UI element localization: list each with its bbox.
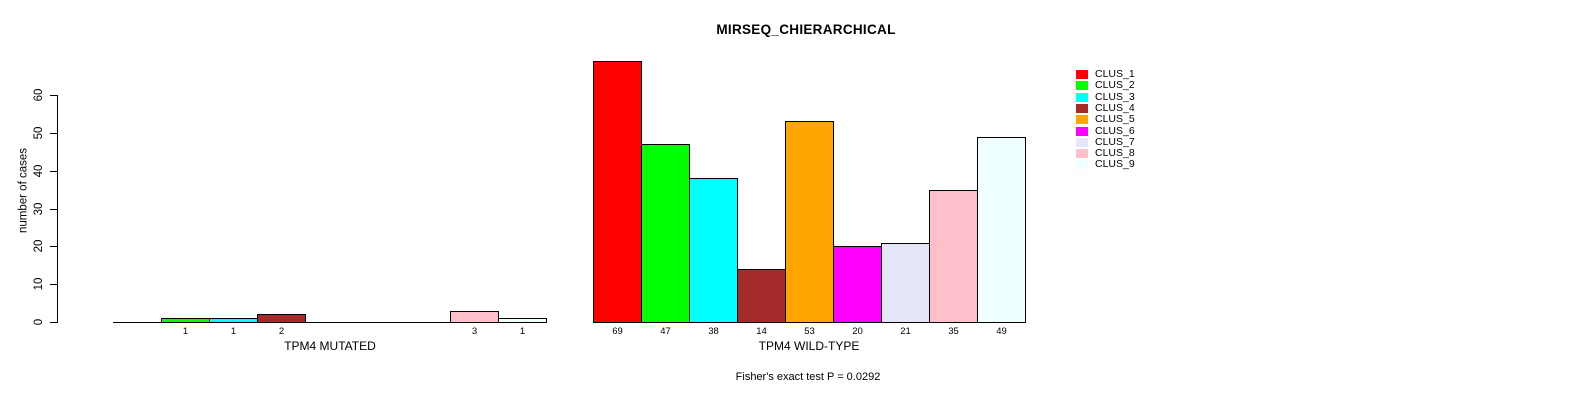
bar-clus_7-wildtype [881, 243, 930, 323]
bar-clus_4-wildtype [737, 269, 786, 323]
y-tick-label-0: 0 [33, 318, 45, 326]
legend-label: CLUS_8 [1095, 147, 1135, 159]
legend-label: CLUS_7 [1095, 136, 1135, 148]
y-axis-title: number of cases [17, 148, 30, 234]
bar-value-label: 21 [900, 326, 911, 337]
legend-swatch-clus_3 [1076, 93, 1088, 102]
legend-label: CLUS_1 [1095, 68, 1135, 80]
bar-clus_5-wildtype [785, 121, 834, 323]
y-tick-label-20: 20 [33, 239, 45, 253]
legend-label: CLUS_3 [1095, 91, 1135, 103]
bar-clus_1-wildtype [593, 61, 642, 323]
y-tick-20 [50, 246, 57, 247]
legend-item-clus_7: CLUS_7 [1076, 137, 1135, 148]
legend-swatch-clus_1 [1076, 70, 1088, 79]
legend-item-clus_4: CLUS_4 [1076, 103, 1135, 114]
y-tick-30 [50, 209, 57, 210]
bar-clus_3-mutated [209, 318, 258, 323]
bar-value-label: 47 [660, 326, 671, 337]
bar-value-label: 1 [230, 326, 237, 337]
legend-item-clus_5: CLUS_5 [1076, 114, 1135, 125]
bar-clus_4-mutated [257, 314, 306, 323]
legend-label: CLUS_5 [1095, 113, 1135, 125]
y-tick-label-10: 10 [33, 277, 45, 291]
legend-label: CLUS_9 [1095, 158, 1135, 170]
legend-label: CLUS_2 [1095, 79, 1135, 91]
bar-value-label: 1 [519, 326, 526, 337]
y-tick-label-40: 40 [33, 164, 45, 178]
bar-value-label: 3 [471, 326, 478, 337]
y-tick-10 [50, 284, 57, 285]
y-tick-40 [50, 171, 57, 172]
bar-clus_9-mutated [498, 318, 547, 323]
bar-clus_8-mutated [450, 311, 499, 323]
y-tick-label-50: 50 [33, 126, 45, 140]
y-tick-50 [50, 133, 57, 134]
legend-swatch-clus_5 [1076, 115, 1088, 124]
bar-value-label: 53 [804, 326, 815, 337]
bar-value-label: 2 [278, 326, 285, 337]
bar-clus_9-wildtype [977, 137, 1026, 323]
y-tick-60 [50, 95, 57, 96]
legend-item-clus_3: CLUS_3 [1076, 92, 1135, 103]
y-tick-0 [50, 322, 57, 323]
bar-clus_8-wildtype [929, 190, 978, 323]
y-axis-line [57, 95, 58, 323]
legend-swatch-clus_9 [1076, 160, 1088, 169]
legend-label: CLUS_4 [1095, 102, 1135, 114]
x-axis-label-mutated: TPM4 MUTATED [284, 339, 376, 353]
bar-clus_3-wildtype [689, 178, 738, 323]
legend-item-clus_9: CLUS_9 [1076, 159, 1135, 170]
bar-clus_6-wildtype [833, 246, 882, 323]
legend-item-clus_2: CLUS_2 [1076, 80, 1135, 91]
bar-value-label: 35 [948, 326, 959, 337]
legend-swatch-clus_8 [1076, 149, 1088, 158]
bar-value-label: 49 [996, 326, 1007, 337]
y-tick-label-30: 30 [33, 202, 45, 216]
bar-value-label: 14 [756, 326, 767, 337]
x-axis-label-wildtype: TPM4 WILD-TYPE [758, 339, 860, 353]
legend-item-clus_6: CLUS_6 [1076, 126, 1135, 137]
baseline-mutated [113, 322, 546, 323]
legend-swatch-clus_7 [1076, 138, 1088, 147]
bar-clus_2-mutated [161, 318, 210, 323]
fisher-test-annotation: Fisher's exact test P = 0.0292 [735, 371, 881, 383]
legend-item-clus_1: CLUS_1 [1076, 69, 1135, 80]
y-tick-label-60: 60 [33, 88, 45, 102]
bar-clus_2-wildtype [641, 144, 690, 323]
legend-swatch-clus_6 [1076, 127, 1088, 136]
legend-item-clus_8: CLUS_8 [1076, 148, 1135, 159]
bar-value-label: 69 [612, 326, 623, 337]
bar-value-label: 38 [708, 326, 719, 337]
bar-value-label: 1 [182, 326, 189, 337]
bar-value-label: 20 [852, 326, 863, 337]
chart-title: MIRSEQ_CHIERARCHICAL [716, 22, 896, 37]
legend-swatch-clus_4 [1076, 104, 1088, 113]
legend-label: CLUS_6 [1095, 125, 1135, 137]
legend-swatch-clus_2 [1076, 81, 1088, 90]
